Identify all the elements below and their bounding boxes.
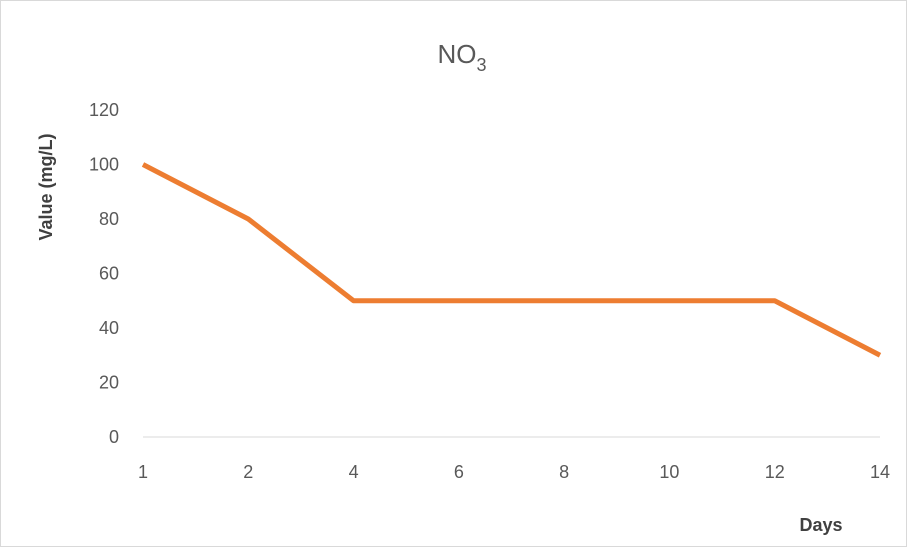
y-tick-label: 100 [89,155,119,175]
chart-title-subscript: 3 [476,55,486,75]
series-line [141,162,882,358]
y-tick-label: 40 [99,318,119,338]
x-axis-title: Days [799,515,842,535]
chart-title: NO3 [437,39,486,75]
x-tick-label: 8 [559,462,569,482]
x-tick-label: 6 [454,462,464,482]
y-tick-label: 0 [109,427,119,447]
series-layer [141,162,882,358]
x-tick-label: 12 [765,462,785,482]
x-tick-label: 10 [659,462,679,482]
y-tick-label: 120 [89,100,119,120]
y-tick-label: 80 [99,209,119,229]
y-axis-title: Value (mg/L) [36,133,56,240]
x-tick-label: 1 [138,462,148,482]
y-tick-label: 60 [99,264,119,284]
x-tick-label: 14 [870,462,890,482]
y-axis-ticks: 0 20 40 60 80 100 120 [89,100,119,447]
x-tick-label: 2 [243,462,253,482]
x-tick-label: 4 [349,462,359,482]
chart-title-main: NO [437,39,476,69]
y-tick-label: 20 [99,373,119,393]
x-axis-ticks: 1 2 4 6 8 10 12 14 [138,462,890,482]
